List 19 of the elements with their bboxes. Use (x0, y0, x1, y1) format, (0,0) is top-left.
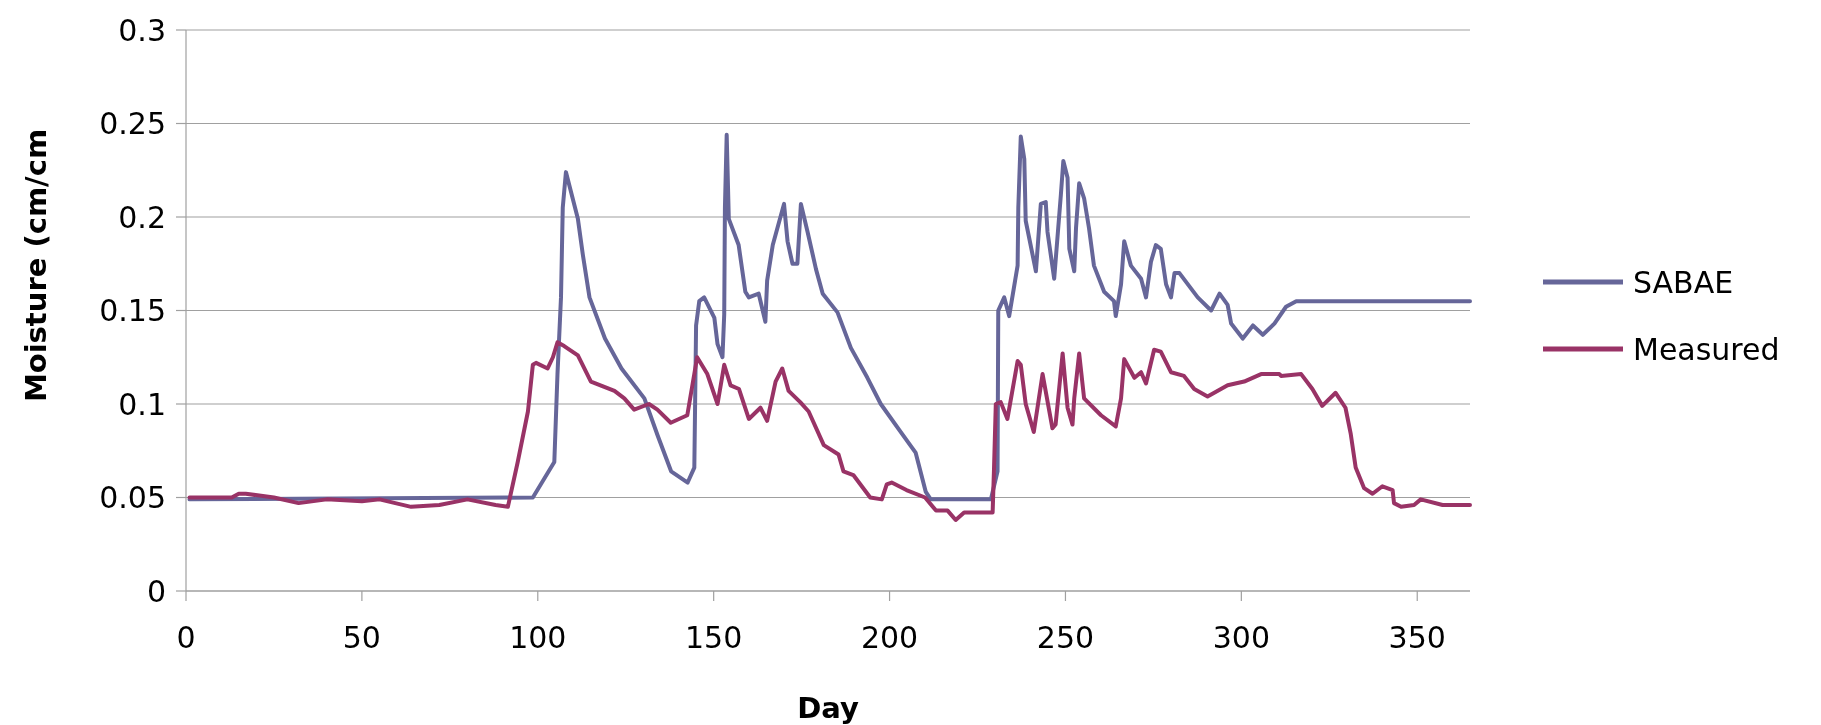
x-tick-label: 250 (1036, 620, 1095, 655)
x-tick-label: 300 (1212, 620, 1270, 655)
y-tick-label: 0.2 (118, 199, 166, 235)
y-tick-label: 0.1 (118, 386, 166, 422)
x-tick-label: 100 (509, 620, 567, 655)
x-tick-label: 200 (860, 620, 919, 655)
x-tick-label: 350 (1388, 620, 1446, 655)
x-axis-title: Day (797, 691, 859, 725)
legend-label: SABAE (1633, 264, 1734, 300)
y-tick-label: 0.25 (99, 106, 166, 141)
x-tick-label: 150 (685, 620, 743, 655)
legend-label: Measured (1633, 331, 1780, 367)
y-tick-label: 0.3 (118, 12, 166, 48)
x-tick-label: 50 (342, 620, 381, 655)
y-axis-title: Moisture (cm/cm (19, 128, 53, 403)
y-tick-label: 0.05 (99, 480, 166, 515)
y-tick-label: 0.15 (99, 293, 166, 328)
x-tick-label: 0 (176, 620, 196, 655)
y-tick-label: 0 (146, 573, 166, 609)
